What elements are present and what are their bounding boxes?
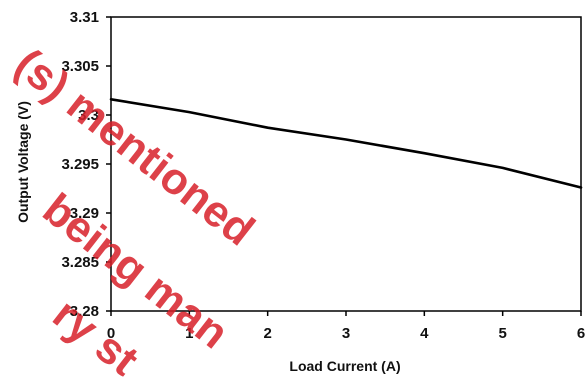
y-tick-label: 3.31: [70, 9, 99, 26]
x-axis-title: Load Current (A): [289, 358, 400, 374]
x-tick-label: 5: [498, 325, 506, 342]
x-tick-label: 0: [107, 325, 115, 342]
y-tick-label: 3.29: [70, 205, 99, 222]
y-axis: 3.28 3.285 3.29 3.295 3.3 3.305 3.31: [61, 9, 111, 320]
x-tick-label: 1: [185, 325, 193, 342]
x-tick-label: 2: [263, 325, 271, 342]
y-axis-title: Output Voltage (V): [15, 101, 31, 223]
series-line-1: [109, 98, 583, 189]
y-tick-label: 3.295: [61, 156, 99, 173]
y-tick-label: 3.28: [70, 303, 99, 320]
x-tick-label: 6: [577, 325, 585, 342]
x-axis: 0 1 2 3 4 5 6: [107, 311, 585, 342]
x-tick-label: 4: [420, 325, 429, 342]
watermark: (s) mentioned being man ry st: [6, 39, 263, 377]
y-tick-label: 3.285: [61, 254, 99, 271]
series-layer: [109, 98, 583, 189]
y-tick-label: 3.305: [61, 58, 99, 75]
y-tick-label: 3.3: [78, 107, 99, 124]
x-tick-label: 3: [342, 325, 350, 342]
